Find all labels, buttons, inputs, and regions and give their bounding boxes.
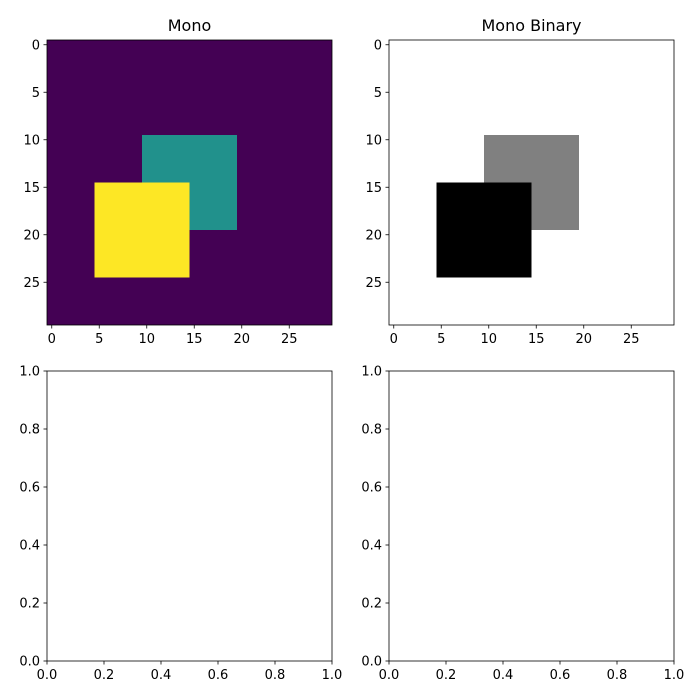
- axes-3: 0.0 0.2 0.4 0.6 0.8 1.0 0.0 0.2 0.4 0.6 0.8 1.0: [19, 365, 342, 684]
- axes-2-y-tick-label: 25: [365, 276, 382, 291]
- axes-4-x-tick-label: 1.0: [664, 668, 685, 683]
- axes-3-y-tick-label: 0.4: [19, 539, 40, 554]
- axes-2-x-tick-label: 20: [575, 332, 592, 347]
- axes-1-y-tick-label: 25: [23, 276, 40, 291]
- axes-1-y-tick-label: 20: [23, 228, 40, 243]
- axes-1-x-tick-label: 25: [281, 332, 298, 347]
- axes-2-y-tick-label: 20: [365, 228, 382, 243]
- axes-3-y-tick-label: 0.6: [19, 481, 40, 496]
- axes-3-y-tick-label: 0.2: [19, 597, 40, 612]
- axes-2-region-2: [436, 182, 532, 278]
- axes-1-x-tick-label: 20: [233, 332, 250, 347]
- axes-1-x-tick-label: 0: [48, 332, 56, 347]
- axes-4-x-tick-label: 0.8: [607, 668, 628, 683]
- axes-2-x-tick-label: 5: [437, 332, 445, 347]
- axes-1-y-tick-label: 0: [32, 38, 40, 53]
- axes-3-x-tick-label: 0.2: [94, 668, 115, 683]
- axes-3-x-tick-label: 1.0: [322, 668, 343, 683]
- axes-2-y-tick-label: 15: [365, 181, 382, 196]
- axes-1-y-tick-label: 10: [23, 133, 40, 148]
- axes-4-x-tick-label: 0.0: [379, 668, 400, 683]
- axes-4-frame: [388, 370, 675, 662]
- axes-1-y-tick-label: 5: [32, 86, 40, 101]
- axes-4: 0.0 0.2 0.4 0.6 0.8 1.0 0.0 0.2 0.4 0.6 0.8 1.0: [361, 365, 684, 684]
- axes-3-x-tick-label: 0.4: [151, 668, 172, 683]
- axes-4-x-tick-label: 0.2: [436, 668, 457, 683]
- axes-1: 0 5 10 15 20 25 0 5 10 15 20 25 Mono: [23, 16, 333, 347]
- axes-4-y-tick-label: 1.0: [361, 365, 382, 380]
- axes-4-x-tick-label: 0.6: [550, 668, 571, 683]
- axes-2-x-tick-label: 0: [390, 332, 398, 347]
- axes-2-x-tick-label: 25: [623, 332, 640, 347]
- axes-4-x-tick-label: 0.4: [493, 668, 514, 683]
- axes-3-y-tick-label: 1.0: [19, 365, 40, 380]
- axes-1-frame: [46, 39, 333, 326]
- axes-1-x-tick-label: 10: [138, 332, 155, 347]
- axes-2-y-tick-label: 0: [374, 38, 382, 53]
- axes-2-title: Mono Binary: [481, 16, 581, 35]
- axes-2: 0 5 10 15 20 25 0 5 10 15 20 25 Mono Binary: [365, 16, 675, 347]
- axes-1-title: Mono: [168, 16, 212, 35]
- axes-4-y-tick-label: 0.2: [361, 597, 382, 612]
- axes-3-x-tick-label: 0.8: [265, 668, 286, 683]
- axes-4-y-tick-label: 0.8: [361, 423, 382, 438]
- axes-2-frame: [388, 39, 675, 326]
- axes-1-x-tick-label: 15: [186, 332, 203, 347]
- axes-3-x-tick-label: 0.0: [37, 668, 58, 683]
- axes-2-y-tick-label: 5: [374, 86, 382, 101]
- axes-3-y-tick-label: 0.8: [19, 423, 40, 438]
- axes-3-y-tick-label: 0.0: [19, 655, 40, 670]
- axes-2-x-tick-label: 10: [480, 332, 497, 347]
- axes-2-x-tick-label: 15: [528, 332, 545, 347]
- axes-2-y-tick-label: 10: [365, 133, 382, 148]
- axes-4-y-tick-label: 0.4: [361, 539, 382, 554]
- axes-4-y-tick-label: 0.6: [361, 481, 382, 496]
- axes-1-region-2: [94, 182, 190, 278]
- axes-1-x-tick-label: 5: [95, 332, 103, 347]
- axes-3-frame: [46, 370, 333, 662]
- axes-1-y-tick-label: 15: [23, 181, 40, 196]
- axes-4-y-tick-label: 0.0: [361, 655, 382, 670]
- axes-3-x-tick-label: 0.6: [208, 668, 229, 683]
